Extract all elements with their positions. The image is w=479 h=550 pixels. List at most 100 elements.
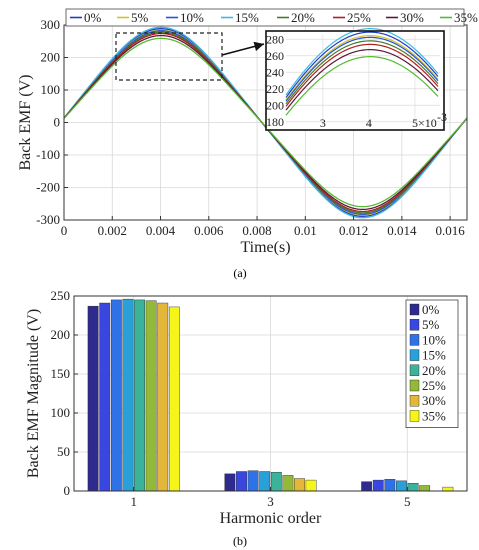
- bar-5-10pct: [384, 479, 396, 492]
- legend-entry: 10%: [180, 10, 204, 25]
- inset-x-tick-label: 3: [320, 116, 326, 130]
- bar-1-25pct: [145, 300, 157, 492]
- inset-series-line-30pct: [285, 49, 439, 111]
- y-tick-label: 250: [51, 288, 71, 303]
- legend-entry: 10%: [422, 332, 446, 347]
- x-tick-label: 0.006: [194, 223, 224, 238]
- legend: 0%5%10%15%20%25%30%35%: [405, 299, 459, 428]
- inset-y-tick-label: 260: [266, 49, 284, 63]
- bar-5-5pct: [372, 479, 384, 492]
- x-tick-label: 0.014: [387, 223, 417, 238]
- inset-series-line-10pct: [285, 36, 439, 102]
- legend-entry: 15%: [235, 10, 259, 25]
- zoom-arrow: [221, 41, 265, 56]
- x-tick-label: 0: [61, 223, 68, 238]
- legend-swatch: [409, 349, 420, 361]
- bar-3-20pct: [270, 472, 282, 492]
- y-tick-label: 200: [41, 50, 61, 65]
- legend-entry: 30%: [422, 393, 446, 408]
- inset-y-tick-label: 280: [266, 32, 284, 46]
- bar-3-30pct: [294, 478, 305, 492]
- bar-5-20pct: [407, 483, 419, 492]
- y-tick-label: 150: [51, 366, 71, 381]
- inset-x-exponent: ×10: [418, 116, 437, 130]
- x-tick-label: 0.004: [146, 223, 176, 238]
- inset-x-tick-label: 4: [366, 116, 372, 130]
- legend-swatch: [409, 364, 420, 376]
- inset-series-line-5pct: [285, 35, 439, 101]
- inset-background: [266, 31, 444, 130]
- inset-y-tick-label: 220: [266, 82, 284, 96]
- y-tick-label: 300: [41, 17, 61, 32]
- bar-5-35pct: [442, 486, 454, 492]
- bar-1-10pct: [110, 299, 122, 492]
- x-tick-label: 0.016: [435, 223, 465, 238]
- bar-5-0pct: [361, 481, 373, 492]
- x-axis-label: Harmonic order: [220, 510, 322, 527]
- legend-entry: 0%: [422, 302, 440, 317]
- inset-series-line-25pct: [285, 43, 439, 107]
- bar-1-30pct: [157, 302, 169, 492]
- legend-entry: 0%: [84, 10, 102, 25]
- bar-1-5pct: [99, 302, 111, 492]
- bar-3-25pct: [282, 475, 294, 492]
- panel-b-label: (b): [233, 534, 247, 548]
- bar-chart-panel: 250 200 150 100 50 0 1 3 5 Harmonic order Back EMF…: [25, 288, 468, 527]
- bar-1-0pct: [87, 305, 99, 492]
- y-tick-label: 100: [41, 82, 61, 97]
- legend-entry: 25%: [422, 378, 446, 393]
- legend-swatch: [409, 410, 420, 422]
- bar-5-25pct: [419, 485, 431, 492]
- bar-3-35pct: [305, 479, 317, 492]
- y-tick-label: 50: [57, 444, 70, 459]
- legend-entry: 35%: [454, 10, 478, 25]
- y-tick-label: 200: [51, 327, 71, 342]
- inset-frame: [265, 30, 445, 131]
- legend-entry: 25%: [347, 10, 371, 25]
- y-tick-label: 0: [54, 115, 61, 130]
- bar-5-15pct: [396, 480, 407, 492]
- inset-y-tick-label: 180: [266, 115, 284, 129]
- bar-3-5pct: [236, 471, 247, 492]
- legend-swatch: [409, 319, 420, 331]
- y-axis-label: Back EMF Magnitude (V): [25, 309, 42, 478]
- legend-box: [65, 8, 465, 27]
- x-tick-label: 0.012: [339, 223, 368, 238]
- legend-entry: 5%: [422, 317, 440, 332]
- legend-entry: 20%: [422, 363, 446, 378]
- legend: 0% 5% 10% 15% 20% 25% 30% 35%: [65, 8, 478, 27]
- legend-entry: 35%: [422, 408, 446, 423]
- bar-3-15pct: [259, 471, 271, 492]
- bar-3-10pct: [247, 470, 259, 492]
- legend-swatch: [409, 379, 420, 392]
- inset-y-tick-label: 200: [266, 98, 284, 112]
- bar-1-15pct: [122, 298, 134, 492]
- inset-series-line-0pct: [285, 31, 439, 98]
- legend-entry: 15%: [422, 348, 446, 363]
- x-tick-label: 0.008: [242, 223, 271, 238]
- y-axis-label: Back EMF (V): [17, 75, 34, 171]
- legend-swatch: [409, 395, 420, 407]
- x-tick-label: 1: [130, 494, 137, 509]
- y-tick-label: -200: [36, 180, 60, 195]
- x-axis-label: Time(s): [240, 239, 290, 256]
- y-tick-label: -300: [36, 212, 60, 227]
- y-tick-label: 0: [64, 483, 71, 498]
- x-tick-label: 0.002: [98, 223, 127, 238]
- zoom-region-box: [115, 32, 223, 81]
- inset-y-tick-label: 240: [266, 65, 284, 79]
- x-tick-label: 0.01: [294, 223, 317, 238]
- y-tick-label: -100: [36, 147, 60, 162]
- y-tick-label: 100: [51, 405, 71, 420]
- inset-series-line-20pct: [285, 40, 439, 105]
- legend-swatch: [409, 334, 420, 346]
- bar-3-0pct: [224, 473, 236, 492]
- legend-entry: 30%: [400, 10, 424, 25]
- legend-entry: 20%: [291, 10, 315, 25]
- bar-1-35pct: [168, 306, 180, 492]
- inset-x-exponent-power: -3: [437, 110, 447, 124]
- legend-entry: 5%: [131, 10, 149, 25]
- x-tick-label: 5: [404, 494, 411, 509]
